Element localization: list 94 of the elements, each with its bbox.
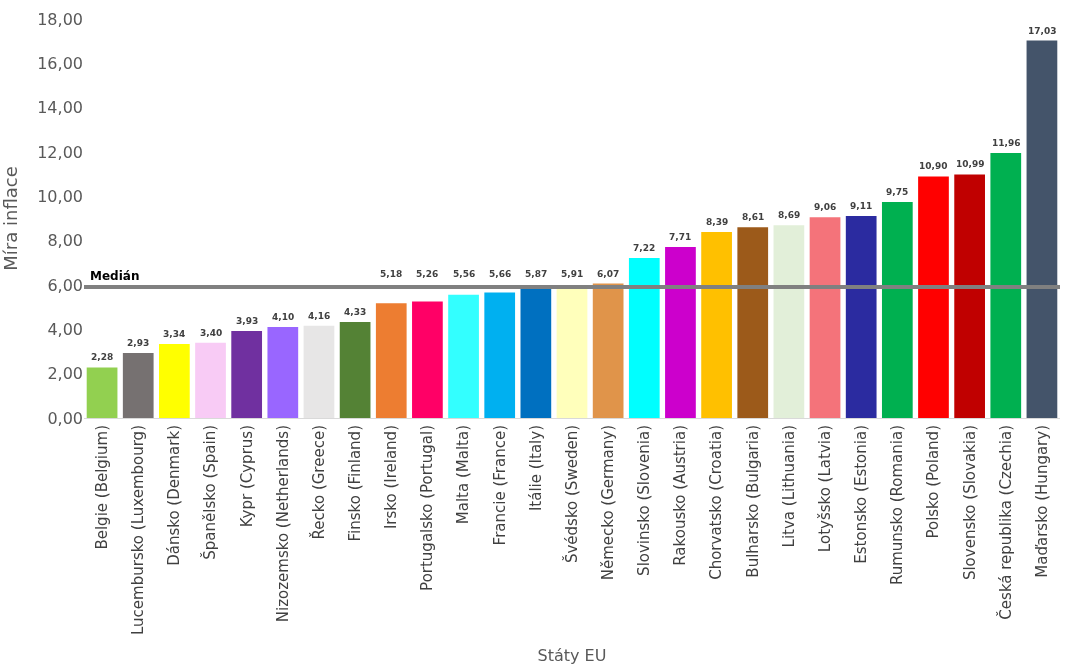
x-tick-label: Chorvatsko (Croatia)	[707, 425, 726, 580]
x-tick-label: Španělsko (Spain)	[200, 425, 220, 560]
data-label: 4,16	[308, 311, 331, 321]
y-tick-label: 18,00	[37, 9, 83, 29]
bar	[520, 287, 552, 418]
y-tick-label: 12,00	[37, 142, 83, 162]
data-label: 5,91	[561, 269, 584, 279]
bar	[845, 216, 877, 418]
bar	[267, 327, 299, 418]
data-label: 8,39	[706, 217, 729, 227]
x-tick-label: Rakousko (Austria)	[671, 425, 690, 566]
data-label: 5,56	[453, 269, 476, 279]
data-label: 3,34	[163, 329, 186, 339]
y-tick-label: 10,00	[37, 186, 83, 206]
data-label: 5,66	[489, 269, 512, 279]
data-label: 2,28	[91, 352, 114, 362]
bar	[159, 343, 190, 418]
bar	[195, 342, 226, 418]
ref-line-label: Medián	[90, 269, 140, 283]
data-label: 11,96	[992, 138, 1021, 148]
y-tick-label: 0,00	[47, 408, 83, 428]
bar	[737, 227, 769, 418]
x-tick-label: Francie (France)	[490, 425, 509, 546]
y-axis-title: Míra inflace	[0, 166, 21, 271]
data-label: 10,90	[919, 161, 948, 171]
data-label: 3,40	[200, 328, 223, 338]
bar	[592, 283, 624, 418]
bar	[665, 247, 696, 418]
data-label: 10,99	[956, 159, 985, 169]
x-tick-label: Itálie (Italy)	[526, 425, 545, 512]
bar	[556, 287, 588, 418]
bar	[1026, 40, 1058, 418]
bar	[86, 367, 118, 418]
bar	[990, 152, 1022, 418]
y-tick-label: 8,00	[47, 231, 83, 251]
x-tick-label: Kypr (Cyprus)	[237, 425, 256, 528]
bar	[375, 303, 407, 418]
x-tick-label: Slovensko (Slovakia)	[960, 425, 979, 581]
x-tick-label: Německo (Germany)	[599, 425, 618, 581]
x-tick-label: Belgie (Belgium)	[92, 425, 111, 550]
bar	[809, 217, 841, 418]
x-tick-label: Finsko (Finland)	[345, 425, 364, 542]
data-label: 4,33	[344, 307, 367, 317]
data-label: 5,87	[525, 269, 548, 279]
y-tick-label: 4,00	[47, 319, 83, 339]
data-label: 2,93	[127, 338, 150, 348]
data-label: 3,93	[236, 316, 259, 326]
bar	[918, 176, 949, 418]
x-tick-label: Estonsko (Estonia)	[852, 425, 871, 564]
data-label: 5,18	[380, 269, 403, 279]
bar	[881, 201, 913, 418]
y-tick-label: 6,00	[47, 275, 83, 295]
x-tick-label: Nizozemsko (Netherlands)	[273, 425, 292, 623]
x-tick-label: Lotyšsko (Latvia)	[815, 425, 834, 553]
data-label: 7,71	[669, 232, 692, 242]
bar	[484, 292, 516, 418]
bar	[448, 294, 479, 418]
x-tick-label: Švédsko (Sweden)	[561, 425, 581, 564]
bar	[412, 301, 443, 418]
bar	[628, 257, 660, 418]
x-tick-label: Litva (Lithuania)	[779, 425, 798, 548]
data-label: 7,22	[633, 243, 656, 253]
y-tick-label: 16,00	[37, 53, 83, 73]
x-tick-label: Dánsko (Denmark)	[165, 425, 184, 566]
data-label: 6,07	[597, 269, 620, 279]
bar	[303, 325, 335, 418]
x-axis-title: Státy EU	[537, 645, 607, 665]
data-label: 9,11	[850, 201, 873, 211]
x-tick-label: Maďarsko (Hungary)	[1032, 425, 1051, 578]
y-tick-label: 2,00	[47, 364, 83, 384]
y-tick-label: 14,00	[37, 98, 83, 118]
x-tick-label: Rumunsko (Romania)	[888, 425, 907, 586]
data-label: 9,06	[814, 202, 837, 212]
data-label: 4,10	[272, 312, 295, 322]
data-label: 5,26	[416, 269, 439, 279]
bar	[122, 353, 154, 418]
x-tick-label: Lucembursko (Luxembourg)	[129, 425, 148, 635]
data-label: 8,61	[742, 212, 765, 222]
bar	[339, 322, 371, 418]
bar	[701, 232, 732, 418]
bar	[231, 330, 263, 418]
bar	[954, 174, 985, 418]
x-tick-label: Slovinsko (Slovenia)	[635, 425, 654, 576]
x-tick-label: Polsko (Poland)	[924, 425, 943, 539]
x-tick-label: Irsko (Ireland)	[382, 425, 401, 530]
data-label: 9,75	[886, 187, 909, 197]
x-tick-label: Bulharsko (Bulgaria)	[743, 425, 762, 578]
x-tick-label: Řecko (Greece)	[308, 425, 328, 540]
x-tick-label: Česká republika (Czechia)	[995, 425, 1015, 620]
x-tick-label: Malta (Malta)	[454, 425, 473, 525]
bar	[773, 225, 805, 418]
data-label: 8,69	[778, 210, 801, 220]
data-label: 17,03	[1028, 26, 1057, 36]
x-tick-label: Portugalsko (Portugal)	[418, 425, 437, 591]
